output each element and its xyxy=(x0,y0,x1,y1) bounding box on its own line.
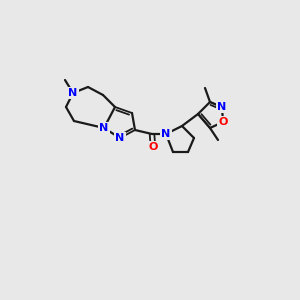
Text: O: O xyxy=(148,142,158,152)
Text: N: N xyxy=(161,129,171,139)
Text: N: N xyxy=(218,102,226,112)
Text: N: N xyxy=(68,88,78,98)
Text: O: O xyxy=(218,117,228,127)
Text: N: N xyxy=(99,123,109,133)
Text: N: N xyxy=(116,133,124,143)
